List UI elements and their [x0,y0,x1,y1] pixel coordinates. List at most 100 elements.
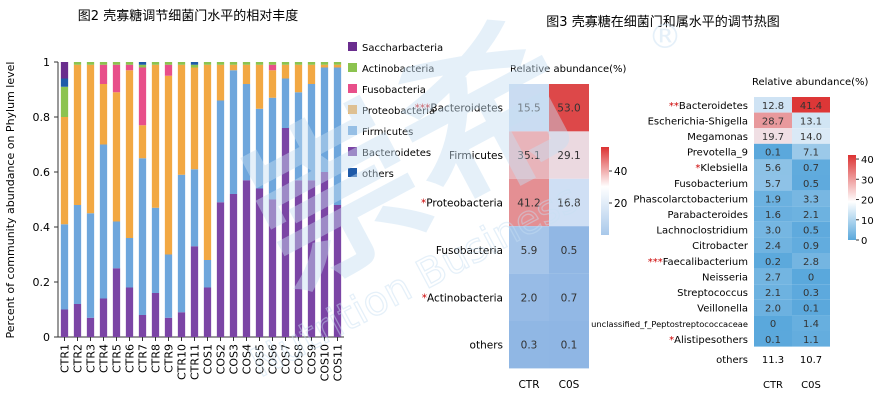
bar-segment-proteobacteria [73,64,82,205]
heatmap-cell [754,128,792,144]
bar-segment-fusobacteria [268,64,277,71]
y-tick-label: 0.6 [33,166,51,179]
heatmap-cell-value: 0 [808,272,814,283]
heatmap-cell [792,128,830,144]
bar-segment-firmicutes [203,260,212,288]
heatmap-cell-value: 0.5 [803,179,819,190]
heatmap-cell [509,84,549,132]
bar-segment-others [138,62,147,65]
heatmap-cell-value: 1.6 [765,210,781,221]
bar-segment-bacteroidetes [86,317,95,337]
bar-segment-firmicutes [60,224,69,310]
bar-segment-actinobacteria [86,62,95,65]
heatmap-cell [792,221,830,238]
heatmap-cell-value: 3.0 [765,226,781,237]
significance-stars: *** [415,103,431,115]
heatmap-cell [792,253,830,269]
heatmap-cell-value: 5.9 [521,245,538,257]
bar-segment-actinobacteria [229,62,238,65]
bar-segment-actinobacteria [73,62,82,65]
bar-chart: 图2 壳寡糖调节细菌门水平的相对丰度 Percent of community … [4,8,443,381]
significance-stars: * [421,198,426,210]
heatmap-cell [549,84,589,132]
x-tick-label: CTR6 [124,344,137,373]
x-tick-label: COS8 [293,344,306,374]
bar-segment-firmicutes [255,108,264,189]
bar-segment-actinobacteria [151,62,160,65]
row-label-text: Bacteroidetes [430,103,503,115]
heatmap-cell [754,143,792,160]
row-label-text: Klebsiella [700,163,748,174]
heatmap-cell-value: 0.3 [803,288,819,299]
x-tick-label: CTR8 [150,344,163,373]
heatmap-cell-value: 1.9 [765,194,781,205]
heatmap-cell-value: 5.7 [765,179,781,190]
bar-segment-proteobacteria [229,64,238,71]
bar-segment-bacteroidetes [190,246,199,337]
heatmap-cell [509,178,549,227]
bar-segment-actinobacteria [216,62,225,65]
bar-segment-bacteroidetes [164,317,173,337]
bar-segment-actinobacteria [190,64,199,68]
heatmap-cell-value: 29.1 [557,150,580,162]
row-label-text: Neisseria [702,272,748,283]
bar-segment-bacteroidetes [99,298,108,337]
legend-swatch [348,42,357,51]
color-scale-label: 40 [861,155,874,166]
bar-segment-actinobacteria [112,62,121,65]
row-label-text: Fusobacterium [674,179,748,190]
significance-stars: * [695,163,700,174]
legend-label: Fusobacteria [362,85,426,96]
bar-segment-actinobacteria [268,62,277,65]
bar-segment-fusobacteria [125,64,134,71]
heatmap-cell [549,273,589,321]
heatmap-row-label: Firmicutes [449,150,503,162]
heatmap-genus-subtitle: Relative abundance(%) [752,77,869,88]
heatmap-cell-value: 41.4 [800,101,822,112]
heatmap-row-label: *Alistipesothers [669,335,748,346]
x-tick-label: CTR4 [98,344,111,373]
heatmap-cell [792,299,830,316]
heatmap-cell-value: 1.4 [803,319,819,330]
bar-segment-actinobacteria [281,62,290,65]
bar-segment-actinobacteria [99,62,108,65]
y-tick-label: 0.8 [33,111,51,124]
heatmap-cell [754,206,792,222]
color-scale-bar [848,155,856,240]
bar-segment-proteobacteria [216,64,225,101]
bar-segment-fusobacteria [164,64,173,76]
row-label-text: Bacteroidetes [679,101,748,112]
bar-segment-fusobacteria [112,64,121,93]
heatmap-cell [509,226,549,274]
bar-segment-firmicutes [229,70,238,194]
bar-segment-bacteroidetes [333,205,342,337]
heatmap-row-label: Megamonas [687,132,748,143]
heatmap-cell [754,284,792,300]
heatmap-cell-value: 13.1 [800,116,822,127]
heatmap-cell-value: 35.1 [517,150,540,162]
bar-segment-firmicutes [190,169,199,247]
row-label-text: Streptococcus [677,288,748,299]
heatmap-cell-value: 0 [770,319,776,330]
heatmap-cell [792,237,830,253]
x-tick-label: CTR1 [59,344,72,373]
bar-segment-bacteroidetes [242,180,251,337]
heatmap-row-label: Streptococcus [677,288,748,299]
heatmap-row-label: Prevotella_9 [687,148,748,159]
bar-segment-bacteroidetes [307,180,316,337]
heatmap-cell [754,237,792,253]
bar-segment-saccharbacteria [60,62,69,79]
bar-segment-proteobacteria [190,67,199,170]
legend-label: Proteobacteria [362,106,435,117]
heatmap-cell-value: 0.1 [765,148,781,159]
bar-segment-actinobacteria [203,62,212,65]
heatmap-cell [792,159,830,175]
heatmap-row-label: Neisseria [702,272,748,283]
bar-segment-actinobacteria [333,62,342,65]
bar-segment-firmicutes [112,221,121,269]
heatmap-cell [754,253,792,269]
row-label-text: Proteobacteria [426,198,503,210]
x-tick-label: COS6 [267,344,280,374]
x-tick-label: COS9 [306,344,319,374]
color-scale-label: 30 [861,175,874,186]
